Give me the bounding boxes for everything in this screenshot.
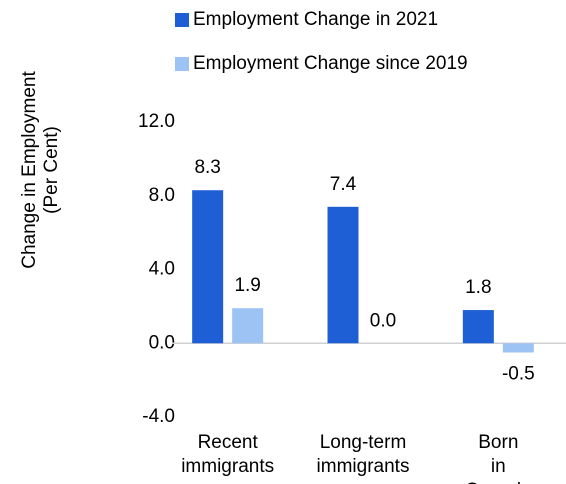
x-tick-label: Long-term immigrants [317, 432, 410, 477]
data-label: 7.4 [330, 174, 357, 195]
y-tick-label: 0.0 [149, 332, 175, 353]
y-tick-label: -4.0 [142, 406, 175, 427]
data-label: 1.8 [465, 277, 491, 298]
x-tick-label: BorninCanada [465, 432, 532, 484]
bar [192, 190, 224, 344]
data-label: -0.5 [502, 363, 535, 384]
y-tick-label: 4.0 [149, 259, 175, 280]
legend-swatch [175, 13, 189, 27]
bar [462, 310, 494, 344]
x-tick-label: Recent immigrants [181, 432, 274, 477]
y-axis-label-line: (Per Cent) [41, 126, 62, 214]
bar [502, 343, 534, 353]
data-label: 8.3 [194, 157, 220, 178]
bar [327, 206, 359, 344]
y-tick-label: 12.0 [138, 111, 175, 132]
bar [232, 308, 264, 344]
legend-swatch [175, 57, 189, 71]
y-axis-label-line: Change in Employment [19, 71, 40, 269]
legend-label: Employment Change since 2019 [193, 53, 468, 74]
y-tick-label: 8.0 [149, 185, 175, 206]
data-label: 0.0 [370, 310, 396, 331]
data-label: 1.9 [234, 275, 260, 296]
y-axis-label: Change in Employment (Per Cent) [19, 71, 62, 269]
legend-label: Employment Change in 2021 [193, 9, 438, 30]
